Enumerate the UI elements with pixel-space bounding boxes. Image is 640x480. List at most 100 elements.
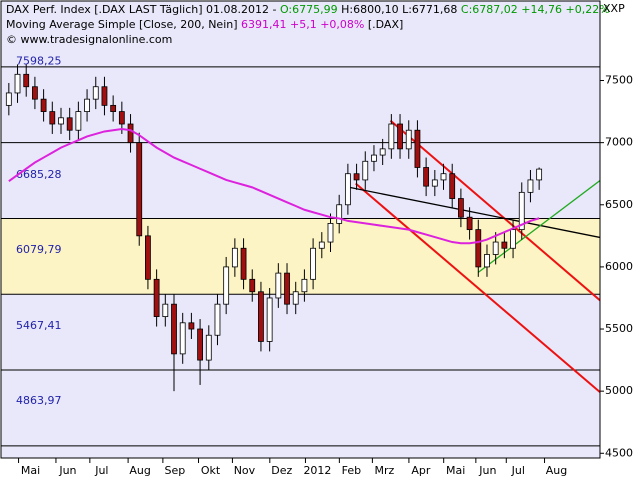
header-text: © www.tradesignalonline.com [6, 33, 172, 46]
candle-body [32, 86, 38, 100]
x-tick-label: Jul [511, 464, 525, 477]
header-text: Moving Average Simple [Close, 200, Nein] [6, 18, 241, 31]
candle-body [353, 173, 360, 181]
candle-body [536, 168, 543, 181]
candle-body [188, 322, 195, 330]
candle-body [336, 204, 343, 224]
candle-body [118, 111, 125, 125]
candle-body [214, 303, 221, 336]
plot [5, 64, 600, 393]
candle-body [136, 142, 143, 237]
candle-body [518, 191, 525, 231]
y-tick-label: 5000 [605, 384, 633, 397]
header-text: H:6800,10 L:6771,68 [338, 3, 461, 16]
y-tick-label: 6000 [605, 260, 633, 273]
candle-body [101, 86, 108, 106]
y-tick-label: 4500 [605, 446, 633, 459]
x-tick-label: Sep [165, 464, 186, 477]
x-tick-label: Mai [21, 464, 40, 477]
candle-body [466, 216, 473, 231]
trend-line [477, 180, 600, 273]
candle-body [449, 173, 456, 199]
candle-body [527, 179, 534, 193]
candle-body [388, 123, 395, 150]
header-line: DAX Perf. Index [.DAX LAST Täglich] 01.0… [6, 3, 610, 16]
candle-body [66, 117, 73, 131]
candle-body [197, 328, 203, 361]
candle-body [284, 272, 290, 305]
candle-body [510, 229, 516, 249]
candle-body [475, 229, 482, 268]
level-label: 5467,41 [16, 319, 62, 332]
candle-body [223, 266, 230, 305]
plot-frame [0, 0, 601, 459]
x-tick-label: Aug [546, 464, 567, 477]
candle-body [110, 104, 117, 112]
candle-body [153, 278, 160, 318]
x-tick-label: Aug [129, 464, 150, 477]
candle-body [5, 92, 12, 106]
x-tick-label: Jun [58, 464, 76, 477]
candle-body [414, 129, 421, 168]
candle-body [145, 235, 151, 280]
y-tick-label: 6500 [605, 198, 633, 211]
header-line: Moving Average Simple [Close, 200, Nein]… [6, 18, 403, 31]
x-tick-label: 2012 [303, 464, 331, 477]
level-label: 6079,79 [16, 243, 62, 256]
candle-body [327, 223, 334, 243]
candle-body [127, 123, 134, 144]
trend-line [389, 119, 600, 302]
candle-body [249, 278, 256, 293]
x-tick-label: Mai [446, 464, 465, 477]
trend-line [345, 185, 600, 239]
candle-body [457, 198, 464, 218]
trend-line [355, 182, 600, 393]
candle-body [301, 278, 308, 293]
x-tick-label: Okt [201, 464, 221, 477]
candle-body [266, 297, 273, 342]
y-tick-label: 7000 [605, 136, 633, 149]
candle-body [344, 173, 351, 206]
candle-body [14, 73, 21, 94]
candle-body [440, 173, 447, 181]
x-tick-label: Apr [411, 464, 431, 477]
y-tick-label: 5500 [605, 322, 633, 335]
corner-label: XXP [603, 2, 625, 15]
x-tick-label: Nov [234, 464, 256, 477]
candle-body [371, 154, 377, 162]
candle-body [171, 303, 177, 355]
level-label: 4863,97 [16, 394, 62, 407]
header-text: 6391,41 +5,1 +0,08% [241, 18, 364, 31]
y-tick-label: 7500 [605, 74, 633, 87]
candle-body [240, 247, 247, 280]
candle-body [379, 148, 386, 156]
candle-body [231, 247, 238, 268]
candle-body [75, 111, 82, 131]
candle-body [275, 272, 282, 299]
header-text: [.DAX] [364, 18, 403, 31]
x-tick-label: Jul [94, 464, 108, 477]
candle-body [179, 322, 186, 355]
candle-body [162, 303, 169, 318]
candle-body [40, 98, 47, 112]
candle-body [492, 241, 499, 255]
candle-body [423, 167, 430, 187]
header-text: O:6775,99 [280, 3, 338, 16]
candle-body [49, 111, 56, 125]
candle-body [362, 160, 369, 181]
level-label: 6685,28 [16, 168, 62, 181]
candle-body [405, 129, 412, 150]
header-line: © www.tradesignalonline.com [6, 33, 172, 46]
candle-body [318, 241, 325, 249]
x-tick-label: Feb [342, 464, 361, 477]
candle-body [397, 123, 403, 150]
moving-average [8, 127, 540, 245]
candle-body [23, 73, 30, 88]
candle-body [431, 179, 438, 187]
candle-body [258, 291, 264, 342]
candle-body [58, 117, 64, 125]
candle-body [205, 334, 212, 361]
header-text: DAX Perf. Index [.DAX LAST Täglich] 01.0… [6, 3, 280, 16]
x-tick-label: Jun [478, 464, 496, 477]
